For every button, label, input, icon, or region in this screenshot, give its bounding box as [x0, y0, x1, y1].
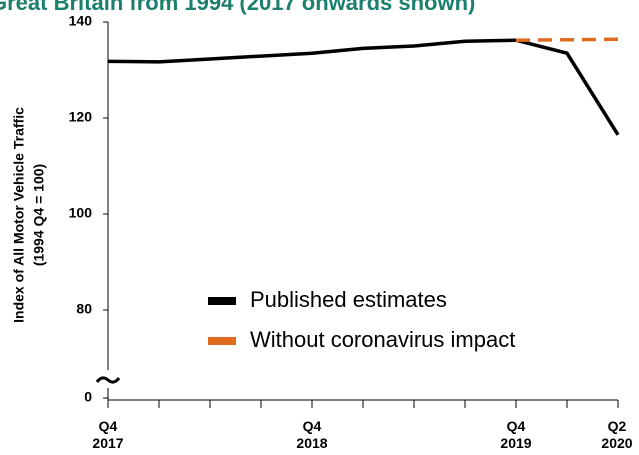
x-tick-label: Q4 2018: [296, 418, 328, 451]
legend-swatch: [208, 297, 236, 305]
y-axis-label: (1994 Q4 = 100): [31, 164, 47, 266]
axis-break: [95, 376, 121, 384]
x-tick-label: Q2 2020: [601, 418, 633, 451]
x-tick-label: Q4 2019: [500, 418, 532, 451]
y-tick-label: 120: [69, 109, 93, 125]
legend-label: Published estimates: [250, 287, 447, 312]
series-line: [515, 37, 619, 42]
y-tick-label: 80: [76, 301, 92, 317]
x-tick-label: Q4 2017: [92, 418, 124, 451]
legend-swatch: [208, 337, 236, 345]
y-tick-label: 100: [69, 205, 93, 221]
series-line: [107, 38, 620, 136]
y-axis-label: Index of All Motor Vehicle Traffic: [11, 107, 27, 323]
chart-title: Great Britain from 1994 (2017 onwards sh…: [0, 0, 475, 15]
legend-label: Without coronavirus impact: [250, 327, 515, 352]
y-tick-label: 140: [69, 13, 93, 29]
y-tick-label: 0: [84, 389, 92, 405]
